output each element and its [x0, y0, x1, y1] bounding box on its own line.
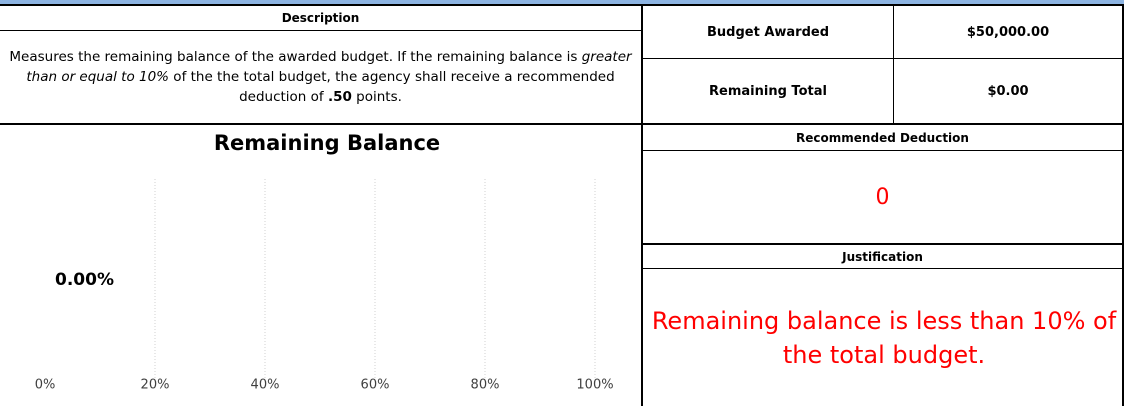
x-tick-label: 20%	[141, 378, 170, 393]
x-tick-label: 100%	[576, 378, 613, 393]
border	[643, 243, 1124, 245]
border	[643, 150, 1124, 151]
text: .50	[327, 89, 352, 105]
text: greater than or equal to 10%	[26, 49, 632, 85]
description-header: Description	[281, 11, 360, 25]
justification-text: Remaining balance is less than 10% of th…	[651, 306, 1117, 369]
x-tick-label: 80%	[471, 378, 500, 393]
description-text: Measures the remaining balance of the aw…	[2, 47, 639, 107]
top-strip	[0, 0, 1124, 4]
deduction-header: Recommended Deduction	[796, 130, 969, 145]
data-label: 0.00%	[55, 270, 114, 290]
x-tick-label: 40%	[251, 378, 280, 393]
chart-title: Remaining Balance	[214, 131, 440, 155]
budget-awarded-label: Budget Awarded	[706, 24, 829, 40]
text: points.	[351, 89, 402, 105]
description: Measures the remaining balance of the aw…	[0, 31, 641, 123]
border	[643, 268, 1124, 269]
remaining-total-value: $0.00	[987, 83, 1029, 99]
x-tick-label: 60%	[361, 378, 390, 393]
border	[1122, 4, 1124, 406]
justification-header: Justification	[842, 249, 923, 264]
deduction-value: 0	[875, 184, 890, 210]
border	[641, 4, 643, 406]
x-tick-label: 0%	[35, 378, 56, 393]
border	[0, 123, 1124, 125]
budget-awarded-value: $50,000.00	[966, 24, 1050, 40]
border	[893, 4, 894, 123]
border	[0, 30, 643, 31]
border	[0, 4, 1124, 6]
text: of the the total budget, the agency shal…	[169, 69, 615, 105]
chart: Remaining Balance 0% 20% 40% 60% 80% 100% 0.00…	[35, 131, 614, 393]
text: Measures the remaining balance of the aw…	[9, 49, 582, 65]
remaining-total-label: Remaining Total	[709, 83, 827, 99]
border	[643, 58, 1124, 59]
